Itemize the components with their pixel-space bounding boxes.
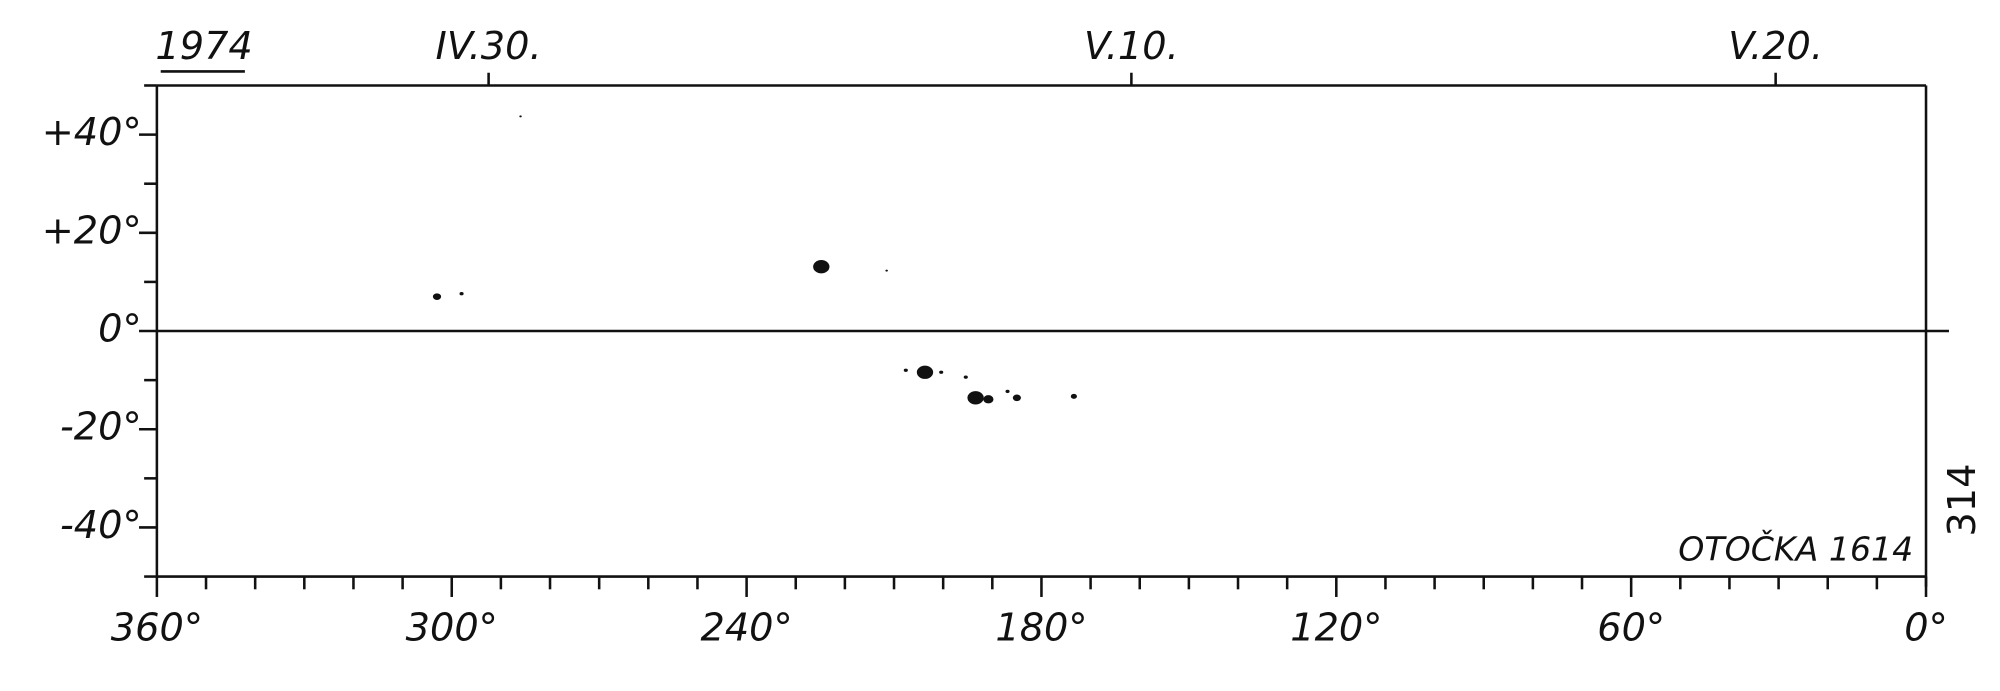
y-tick-label: -20° [60,405,142,450]
y-tick-label: +40° [42,110,142,155]
x-tick-label: 360° [111,606,203,651]
sunspot [916,365,934,379]
sunspot [1005,389,1010,394]
x-tick-label: 0° [1904,606,1947,651]
x2-tick-label: V.10. [1084,24,1179,69]
sunspot [885,269,888,272]
y-tick-label: -40° [60,503,142,548]
sunspot [1070,393,1077,399]
x2-tick-label: IV.30. [436,24,542,69]
x-tick-label: 180° [995,606,1087,651]
sunspot [813,260,830,274]
x-tick-label: 240° [701,606,793,651]
year-label: 1974 [155,24,252,69]
sunspot [939,370,944,374]
x-tick-label: 60° [1597,606,1665,651]
sunspot [967,391,984,405]
annotation: OTOČKA 1614 [1678,529,1913,569]
sunspot [1012,394,1021,402]
sunspot [519,115,522,118]
x-tick-label: 120° [1290,606,1382,651]
x2-tick-label: V.20. [1728,24,1823,69]
sunspot [963,375,968,379]
x-tick-label: 300° [406,606,498,651]
sunspot [432,293,442,300]
y-tick-label: 0° [98,307,141,352]
side-label: 314 [1940,464,1985,537]
sunspot [903,368,908,372]
sunspot [983,395,994,404]
y-tick-label: +20° [42,208,142,253]
sunspot [459,292,464,296]
